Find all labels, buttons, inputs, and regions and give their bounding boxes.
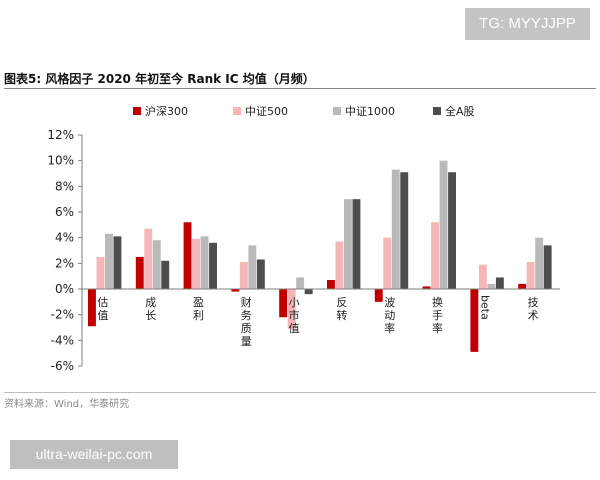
category-label-5: 反转 [336, 296, 347, 322]
bar-300-2 [183, 222, 192, 289]
category-label-2: 盈利 [193, 296, 204, 322]
bar-1000-4 [296, 277, 305, 289]
category-label-9: 技术 [528, 296, 539, 322]
bar-500-2 [192, 238, 200, 289]
bar-300-9 [518, 283, 527, 289]
category-label-1: 成长 [145, 296, 156, 322]
legend-label-a: 全A股 [445, 104, 475, 118]
legend-label-1000: 中证1000 [345, 105, 395, 118]
bar-1000-8 [487, 283, 496, 289]
bar-1000-9 [535, 237, 544, 289]
y-tick-label: -6% [51, 359, 74, 373]
bar-a-7 [448, 172, 456, 289]
bar-a-8 [495, 277, 504, 289]
watermark-bottom: ultra-weilai-pc.com [10, 440, 178, 469]
bar-500-1 [144, 228, 153, 289]
bar-300-8 [470, 289, 479, 352]
bar-1000-6 [391, 169, 400, 289]
bar-500-3 [239, 262, 248, 289]
y-tick-label: 10% [47, 154, 74, 168]
watermark-top: TG: MYYJJPP [465, 8, 590, 40]
bar-a-4 [304, 289, 313, 295]
category-label-0: 估值 [97, 296, 108, 322]
y-tick-label: 4% [55, 231, 74, 245]
category-label-8: beta [478, 295, 491, 320]
bar-300-3 [231, 289, 240, 292]
bar-500-7 [431, 222, 439, 289]
bar-1000-5 [344, 199, 352, 289]
bars [88, 160, 552, 352]
legend-swatch-a [433, 107, 441, 115]
y-axis: 12% 10% 8% 6% 4% 2% 0% -2% -4% -6% [47, 128, 83, 373]
bar-1000-3 [248, 245, 257, 289]
bar-500-4 [287, 289, 296, 329]
bar-300-4 [279, 289, 288, 318]
figure-title: 图表5: 风格因子 2020 年初至今 Rank IC 均值（月频） [4, 72, 315, 86]
legend-swatch-300 [133, 107, 141, 115]
legend-label-500: 中证500 [245, 105, 288, 118]
y-tick-label: -4% [51, 333, 74, 347]
category-label-3: 财务质量 [241, 295, 252, 348]
bar-1000-0 [105, 233, 113, 289]
y-tick-label: 8% [55, 179, 74, 193]
bar-500-9 [526, 262, 535, 289]
bar-500-5 [335, 241, 344, 289]
bar-a-5 [352, 199, 361, 289]
y-tick-label: 2% [55, 256, 74, 270]
bar-chart: 沪深300 中证500 中证1000 全A股 12% 10% 8% 6% 4% 2% 0% -2% -… [47, 104, 560, 373]
bar-300-7 [422, 286, 431, 289]
bar-a-2 [209, 242, 217, 289]
bar-300-6 [374, 289, 383, 302]
bar-300-5 [327, 280, 335, 289]
bar-a-0 [113, 236, 122, 289]
category-label-4: 小市值 [289, 296, 300, 335]
bar-300-0 [88, 289, 96, 327]
legend-swatch-1000 [333, 107, 341, 115]
bar-500-0 [96, 256, 105, 289]
bar-a-6 [400, 172, 409, 289]
y-tick-label: 6% [55, 205, 74, 219]
y-tick-label: -2% [51, 308, 74, 322]
category-labels: 估值 成长 盈利 财务质量 小市值 反转 波动率 换手率 beta 技术 [97, 295, 538, 348]
bar-1000-1 [152, 240, 161, 289]
category-label-6: 波动率 [384, 296, 395, 335]
bar-500-8 [478, 264, 487, 289]
y-tick-label: 0% [55, 282, 74, 296]
legend-swatch-500 [233, 107, 241, 115]
bar-a-3 [256, 259, 265, 289]
title-divider [4, 88, 596, 89]
source-divider [4, 392, 596, 393]
bar-a-9 [543, 245, 552, 289]
chart-legend: 沪深300 中证500 中证1000 全A股 [133, 104, 475, 118]
bar-300-1 [135, 256, 144, 289]
bar-a-1 [161, 260, 170, 289]
y-tick-label: 12% [47, 128, 74, 142]
bar-1000-7 [439, 160, 448, 289]
source-note: 资料来源：Wind，华泰研究 [4, 399, 130, 410]
legend-label-300: 沪深300 [145, 104, 188, 118]
bar-1000-2 [200, 236, 209, 289]
category-label-7: 换手率 [432, 295, 443, 335]
bar-500-6 [383, 237, 392, 289]
